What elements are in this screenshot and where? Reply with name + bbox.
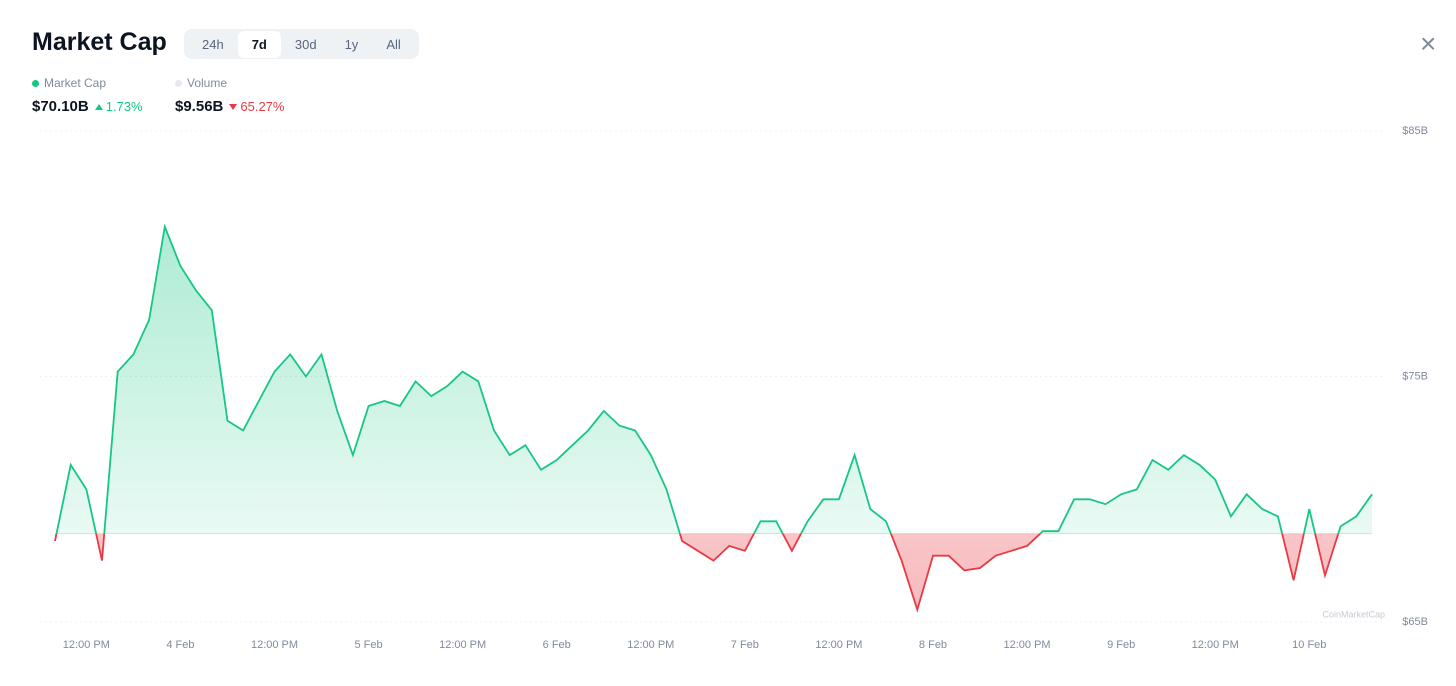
range-tab[interactable]: 1y	[344, 36, 359, 52]
x-tick-label: 12:00 PM	[63, 639, 110, 651]
x-tick-label: 9 Feb	[1107, 639, 1135, 651]
change-arrow	[94, 103, 103, 110]
legend-dot	[32, 79, 39, 87]
stat-row: $9.56B 65.27%	[175, 98, 284, 115]
x-tick-label: 12:00 PM	[251, 639, 298, 651]
x-tick-label: 8 Feb	[919, 639, 947, 651]
y-tick-label: $65B	[1402, 616, 1428, 628]
line-down	[54, 533, 1340, 613]
area-up	[56, 226, 1372, 534]
legend-label[interactable]: Volume	[187, 76, 228, 90]
legend-label[interactable]: Market Cap	[44, 76, 107, 90]
x-tick-label: 12:00 PM	[1192, 639, 1239, 651]
stat-value: $70.10B	[32, 98, 89, 115]
change-text: 1.73%	[105, 99, 143, 114]
x-tick-label: 12:00 PM	[627, 639, 674, 651]
range-tab[interactable]: All	[386, 36, 401, 52]
x-tick-label: 10 Feb	[1292, 639, 1326, 651]
x-tick-label: 4 Feb	[166, 639, 194, 651]
change-arrow	[229, 103, 238, 110]
area-down	[55, 533, 1372, 610]
panel-title: Market Cap	[32, 28, 167, 56]
close-button[interactable]: ×	[1420, 28, 1437, 59]
stat-value: $9.56B	[175, 98, 224, 115]
range-tab[interactable]: 7d	[237, 30, 281, 58]
x-tick-label: 5 Feb	[355, 639, 383, 651]
y-tick-label: $85B	[1402, 125, 1428, 137]
x-tick-label: 12:00 PM	[1004, 639, 1051, 651]
line-up	[55, 223, 1373, 534]
stat-label: Market Cap	[32, 76, 143, 90]
change-text: 65.27%	[240, 99, 285, 114]
range-tab[interactable]: 24h	[202, 36, 224, 52]
range-tabs: 24h 7d 30d 1y All	[184, 29, 419, 59]
stat-label: Volume	[175, 76, 284, 90]
stat-change: 1.73%	[94, 99, 143, 114]
y-tick-label: $75B	[1402, 370, 1428, 382]
stat: Market Cap $70.10B 1.73%	[32, 76, 143, 115]
x-tick-label: 12:00 PM	[439, 639, 486, 651]
stat: Volume $9.56B 65.27%	[175, 76, 284, 115]
x-tick-label: 7 Feb	[731, 639, 759, 651]
legend-dot	[175, 79, 182, 87]
watermark: CoinMarketCap	[1322, 609, 1385, 619]
x-tick-label: 12:00 PM	[815, 639, 862, 651]
x-tick-label: 6 Feb	[543, 639, 571, 651]
stat-change: 65.27%	[229, 99, 284, 114]
stat-row: $70.10B 1.73%	[32, 98, 143, 115]
range-tab[interactable]: 30d	[294, 36, 317, 52]
